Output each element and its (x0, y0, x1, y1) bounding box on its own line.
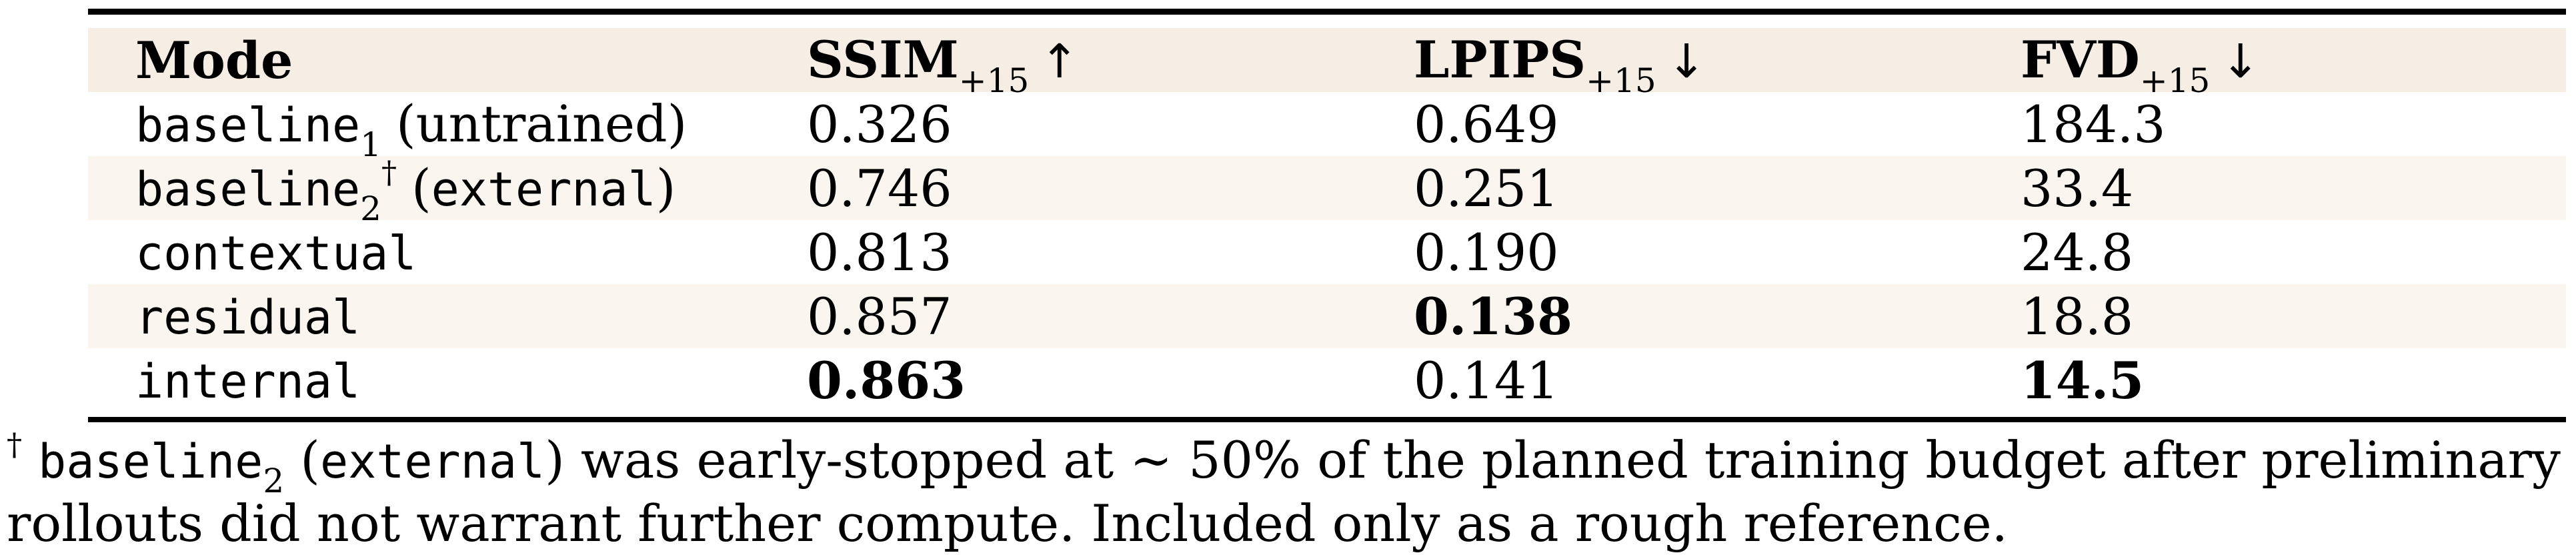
value: 33.4 (2021, 159, 2134, 218)
mode-name: baseline (135, 98, 361, 153)
footnote-line-1: † baseline2 (external) was early-stopped… (7, 426, 2567, 498)
footnote-subscript: 2 (263, 462, 285, 500)
header-mode: Mode (88, 29, 807, 93)
value: 0.649 (1414, 95, 1559, 154)
mode-name: residual (135, 290, 361, 345)
dagger-icon: † (7, 426, 22, 462)
mode-subscript: 2 (360, 189, 381, 228)
table-row-baseline2: baseline2† (external) 0.746 0.251 33.4 (88, 154, 2566, 225)
mode-cell: baseline1 (untrained) (88, 92, 807, 161)
ssim-value-best: 0.863 (807, 349, 1414, 413)
paren-open: ( (395, 94, 416, 153)
value: 24.8 (2021, 223, 2134, 282)
table-row-baseline1: baseline1 (untrained) 0.326 0.649 184.3 (88, 92, 2566, 161)
ssim-value: 0.857 (807, 285, 1414, 349)
value: 0.326 (807, 95, 952, 154)
ssim-value: 0.326 (807, 93, 1414, 157)
header-ssim-label: SSIM (807, 30, 959, 89)
note-text: untrained (415, 94, 668, 153)
value: 0.813 (807, 223, 952, 282)
value: 18.8 (2021, 287, 2134, 346)
footnote-text: ) was early-stopped at ∼ 50% of the plan… (545, 430, 2561, 490)
footnote-text: rollouts did not warrant further compute… (7, 494, 2008, 553)
value: 0.857 (807, 287, 952, 346)
ssim-value: 0.813 (807, 221, 1414, 285)
down-arrow-icon: ↓ (2221, 34, 2261, 89)
value: 0.190 (1414, 223, 1559, 282)
header-ssim-subscript: +15 (958, 61, 1030, 100)
paren-close: ) (656, 158, 676, 217)
fvd-value-best: 14.5 (2021, 349, 2566, 413)
results-table: Mode SSIM+15 ↑ LPIPS+15 ↓ FVD+15 ↓ baseline… (88, 28, 2566, 412)
paren-open: ( (284, 430, 320, 490)
header-fvd-label: FVD (2021, 30, 2140, 89)
ssim-value: 0.746 (807, 157, 1414, 221)
value: 184.3 (2021, 95, 2166, 154)
header-lpips: LPIPS+15 ↓ (1414, 28, 2021, 97)
table-row-residual: residual 0.857 0.138 18.8 (88, 284, 2566, 348)
value: 0.141 (1414, 351, 1559, 410)
table-footnote: † baseline2 (external) was early-stopped… (7, 428, 2567, 555)
mode-cell: baseline2† (external) (88, 154, 807, 225)
header-lpips-label: LPIPS (1414, 30, 1586, 89)
footnote-external-name: external (319, 434, 545, 489)
footnote-line-2: rollouts did not warrant further compute… (7, 492, 2567, 555)
lpips-value-best: 0.138 (1414, 285, 2021, 349)
footnote-baseline-name: baseline (38, 434, 263, 489)
table-top-rule (88, 9, 2566, 15)
mode-note: (untrained) (396, 94, 687, 153)
paren-open: ( (411, 158, 431, 217)
fvd-value: 18.8 (2021, 285, 2566, 349)
header-ssim: SSIM+15 ↑ (807, 28, 1414, 97)
value: 0.746 (807, 159, 952, 218)
header-fvd-subscript: +15 (2139, 61, 2211, 100)
value: 0.251 (1414, 159, 1559, 218)
fvd-value: 24.8 (2021, 221, 2566, 285)
mode-cell: internal (88, 348, 807, 414)
table-bottom-rule (88, 417, 2566, 422)
lpips-value: 0.649 (1414, 93, 2021, 157)
value: 0.138 (1414, 287, 1572, 346)
dagger-icon: † (381, 154, 397, 190)
down-arrow-icon: ↓ (1666, 34, 1706, 89)
mode-cell: residual (88, 284, 807, 350)
header-lpips-subscript: +15 (1586, 61, 1656, 100)
mode-name: baseline (135, 162, 361, 217)
lpips-value: 0.251 (1414, 157, 2021, 221)
lpips-value: 0.141 (1414, 349, 2021, 413)
table-row-internal: internal 0.863 0.141 14.5 (88, 348, 2566, 412)
mode-name: contextual (135, 226, 417, 281)
mode-subscript: 1 (360, 125, 381, 164)
header-fvd: FVD+15 ↓ (2021, 28, 2566, 97)
mode-name: internal (135, 354, 361, 409)
value: 0.863 (807, 351, 966, 410)
table-header-row: Mode SSIM+15 ↑ LPIPS+15 ↓ FVD+15 ↓ (88, 28, 2566, 97)
lpips-value: 0.190 (1414, 221, 2021, 285)
value: 14.5 (2021, 351, 2145, 410)
mode-cell: contextual (88, 220, 807, 286)
table-row-contextual: contextual 0.813 0.190 24.8 (88, 220, 2566, 284)
header-mode-label: Mode (135, 31, 293, 90)
note-text: external (431, 162, 656, 217)
mode-note: (external) (411, 158, 676, 217)
up-arrow-icon: ↑ (1040, 34, 1079, 89)
fvd-value: 184.3 (2021, 93, 2566, 157)
paren-close: ) (667, 94, 688, 153)
fvd-value: 33.4 (2021, 157, 2566, 221)
